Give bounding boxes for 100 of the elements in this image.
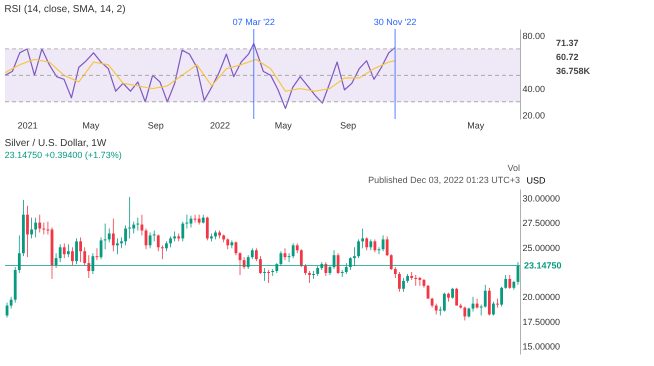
x-tick-label: May: [467, 120, 485, 130]
candlestick: [418, 276, 422, 286]
candlestick: [144, 228, 148, 250]
candlestick: [398, 272, 401, 292]
candlestick: [259, 256, 262, 274]
candlestick: [365, 237, 368, 251]
candlestick: [504, 274, 508, 290]
candlestick: [414, 274, 418, 286]
candlestick: [140, 214, 144, 236]
x-tick-label: Sep: [148, 120, 164, 130]
ref-line-label: 30 Nov '22: [374, 17, 416, 27]
y-tick-label: 17.50000: [522, 316, 560, 327]
y-axis-title: USD: [526, 176, 546, 186]
candlestick: [124, 225, 127, 246]
candlestick: [10, 296, 13, 309]
x-tick-label: Sep: [340, 120, 356, 130]
candlestick: [463, 306, 466, 321]
candlestick: [496, 298, 499, 308]
y-tick-label: 20.00000: [522, 292, 560, 302]
ref-line-label: 23.14750: [524, 260, 562, 271]
y-tick-label: 15.00000: [522, 342, 560, 352]
candlestick: [288, 252, 290, 263]
candlestick: [100, 237, 102, 260]
candlestick: [312, 270, 315, 280]
candlestick: [254, 248, 258, 262]
candlestick: [34, 217, 38, 238]
y-tick-label: 27.50000: [522, 218, 560, 228]
y-tick-label: 80.00: [522, 31, 546, 42]
candlestick: [378, 246, 380, 255]
candlestick: [508, 274, 512, 290]
candlestick: [242, 256, 246, 270]
candlestick: [374, 238, 376, 253]
candlestick: [442, 292, 446, 312]
x-tick-label: May: [82, 120, 100, 130]
candlestick: [308, 270, 311, 284]
candlestick: [369, 238, 372, 251]
candlestick: [455, 287, 458, 306]
candlestick: [66, 244, 70, 258]
y-tick-label: 40.00: [522, 84, 546, 94]
candlestick: [83, 246, 86, 266]
candlestick: [336, 252, 340, 274]
candlestick: [104, 223, 107, 250]
candlestick: [181, 221, 184, 242]
candlestick: [434, 303, 438, 315]
x-tick-label: May: [274, 120, 292, 130]
candlestick: [120, 237, 123, 249]
candlestick: [468, 307, 470, 318]
candlestick: [480, 304, 483, 316]
candlestick: [26, 205, 29, 258]
candlestick: [357, 238, 360, 259]
candlestick: [79, 237, 82, 263]
candlestick: [476, 298, 478, 309]
candlestick: [198, 214, 201, 225]
candlestick: [116, 238, 119, 255]
candlestick: [152, 230, 156, 242]
candlestick: [30, 217, 33, 239]
candlestick: [42, 222, 46, 235]
candlestick: [136, 217, 140, 231]
text: Published Dec 03, 2022 01:23 UTC+3: [368, 175, 520, 185]
candlestick: [38, 214, 42, 233]
candlestick: [451, 287, 454, 300]
candlestick: [382, 235, 384, 252]
candlestick: [226, 238, 230, 250]
candlestick: [284, 248, 286, 261]
candlestick: [472, 296, 474, 312]
y-tick-label: 20.00: [522, 110, 546, 121]
candlestick: [132, 221, 136, 234]
candlestick: [267, 270, 270, 284]
candlestick: [160, 244, 164, 260]
candlestick: [426, 284, 430, 300]
candlestick: [394, 266, 397, 278]
line-series: [4, 42, 396, 110]
candlestick: [194, 214, 196, 223]
y-tick-label: 30.00000: [522, 193, 560, 204]
text: Vol: [507, 163, 520, 173]
candlestick: [112, 218, 115, 252]
candlestick: [128, 196, 132, 239]
candlestick: [156, 234, 160, 252]
ref-line-label: 07 Mar '22: [232, 17, 275, 27]
text: 36.758K: [556, 66, 591, 76]
candlestick: [108, 228, 111, 243]
candlestick: [206, 216, 209, 241]
line-series: [4, 58, 396, 92]
candlestick: [185, 214, 188, 229]
candlestick: [296, 242, 299, 254]
x-tick-label: 2022: [210, 120, 230, 130]
x-tick-label: 2021: [18, 120, 38, 130]
candlestick: [263, 268, 266, 282]
candlestick: [96, 248, 98, 261]
candlestick: [304, 264, 307, 276]
candlestick: [361, 228, 364, 249]
candlestick: [492, 301, 495, 316]
candlestick: [173, 231, 176, 242]
candlestick: [165, 240, 168, 252]
candlestick: [148, 232, 152, 249]
candlestick: [500, 286, 504, 307]
candlestick: [402, 278, 405, 292]
candlestick: [324, 262, 328, 276]
candlestick: [169, 236, 172, 248]
candlestick: [238, 252, 242, 276]
